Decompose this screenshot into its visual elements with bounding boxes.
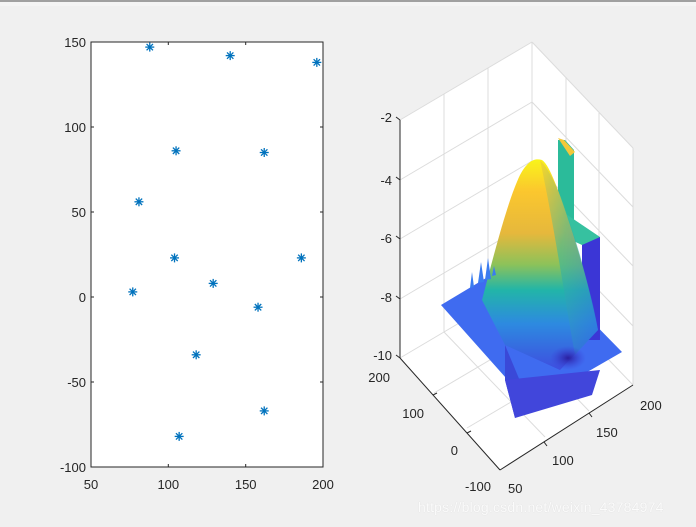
scatter-marker (171, 146, 181, 156)
surface-ytick-label: 0 (451, 443, 458, 458)
scatter-plot-area (90, 41, 324, 468)
surface-ztick-label: -8 (380, 290, 392, 305)
scatter-marker (170, 253, 180, 263)
scatter-xtick-label: 50 (84, 477, 98, 492)
window-top-border (0, 0, 696, 2)
surface-ztick-label: -6 (380, 231, 392, 246)
scatter-marker (208, 278, 218, 288)
surface-ztick-label: -2 (380, 110, 392, 125)
scatter-marker (225, 51, 235, 61)
scatter-ytick-label: 150 (64, 35, 86, 50)
surface-xtick-label: 150 (596, 425, 618, 440)
surface-xtick-label: 200 (640, 398, 662, 413)
surface-axes: -2 -4 -6 -8 -10 200 100 0 -100 50 100 15… (368, 41, 662, 496)
surface-ztick-label: -4 (380, 173, 392, 188)
scatter-xtick-label: 150 (235, 477, 257, 492)
surface-spikes (470, 258, 496, 288)
scatter-ytick-label: 100 (64, 120, 86, 135)
surface-front (505, 370, 600, 418)
scatter-marker (296, 253, 306, 263)
scatter-marker (174, 431, 184, 441)
surface-ytick-label: -100 (465, 479, 491, 494)
scatter-y-ticks (91, 41, 323, 468)
surface-ytick-label: 200 (368, 370, 390, 385)
scatter-ytick-label: 0 (79, 290, 86, 305)
scatter-xtick-label: 100 (157, 477, 179, 492)
scatter-marker (134, 197, 144, 207)
surface-depression (550, 346, 586, 370)
scatter-points (128, 42, 322, 441)
scatter-axes: 50 100 150 200 -100 -50 0 50 100 150 (60, 35, 334, 492)
scatter-marker (191, 350, 201, 360)
window-top-strip (0, 2, 696, 6)
surface-ztick-label: -10 (373, 348, 392, 363)
scatter-ytick-label: -50 (67, 375, 86, 390)
scatter-marker (145, 42, 155, 52)
scatter-marker (312, 57, 322, 67)
scatter-marker (128, 287, 138, 297)
scatter-ytick-label: -100 (60, 460, 86, 475)
scatter-xtick-label: 200 (312, 477, 334, 492)
surface-z-ticks (395, 116, 593, 447)
surface-xtick-label: 100 (552, 453, 574, 468)
scatter-x-ticks (90, 42, 324, 467)
surface-xtick-label: 50 (508, 481, 522, 496)
surface-ytick-label: 100 (402, 406, 424, 421)
scatter-marker (253, 302, 263, 312)
watermark-text: https://blog.csdn.net/weixin_43784974 (418, 499, 664, 515)
scatter-ytick-label: 50 (72, 205, 86, 220)
surface-thin-wall-top (558, 138, 575, 156)
scatter-marker (259, 148, 269, 157)
scatter-marker (259, 406, 269, 416)
surface-peak-shade (540, 160, 598, 355)
